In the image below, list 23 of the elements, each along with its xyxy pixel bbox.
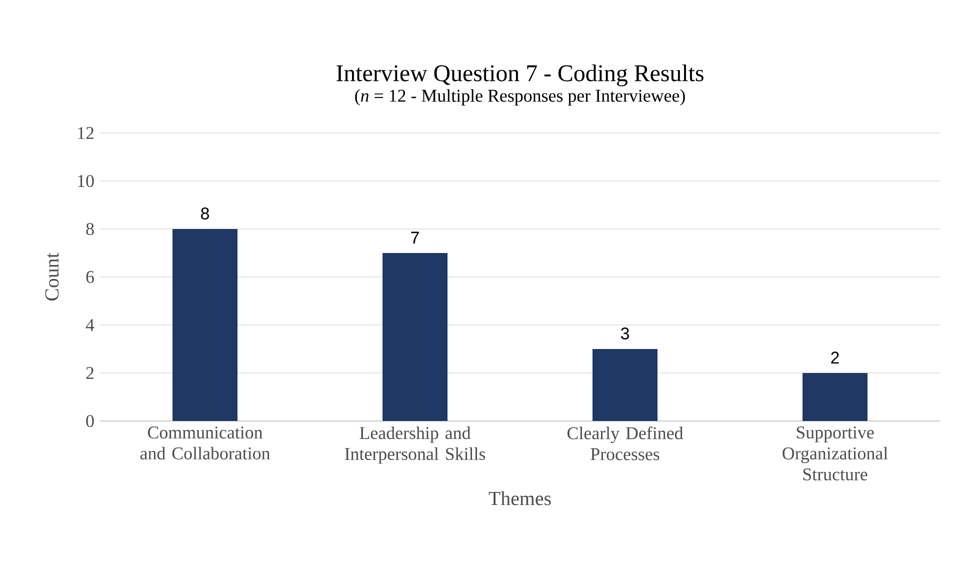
x-axis-title: Themes: [488, 491, 551, 506]
bar: [382, 252, 448, 421]
chart-subtitle: (n = 12 - Multiple Responses per Interviewee): [355, 89, 685, 106]
y-tick-label: 2: [86, 367, 94, 379]
bar: [802, 372, 868, 421]
y-tick-label: 10: [78, 174, 94, 188]
bar: [592, 348, 658, 421]
x-tick-label: Supportive Organizational Structure: [782, 426, 888, 480]
data-label: 8: [201, 207, 209, 220]
y-tick-label: 8: [86, 222, 94, 236]
y-axis-title: Count: [45, 252, 59, 301]
x-tick-label: Leadership and Interpersonal Skills: [344, 426, 486, 464]
x-tick-label: Communication and Collaboration: [140, 426, 270, 460]
bar: [172, 228, 238, 421]
y-tick-label: 0: [86, 414, 94, 428]
x-tick-label: Clearly Defined Processes: [567, 426, 684, 460]
chart-title: Interview Question 7 - Coding Results: [336, 64, 704, 86]
y-tick-label: 12: [78, 127, 94, 139]
y-tick-label: 4: [86, 319, 94, 331]
y-tick-label: 6: [86, 270, 94, 284]
data-label: 7: [411, 232, 419, 244]
data-label: 3: [620, 327, 629, 340]
data-label: 2: [831, 352, 839, 364]
